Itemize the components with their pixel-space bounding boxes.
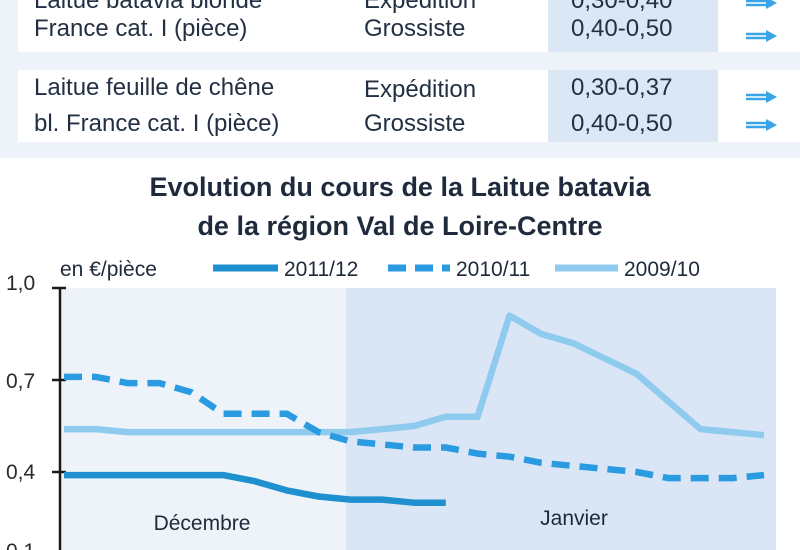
legend-label-2010-11: 2010/11 bbox=[456, 258, 530, 281]
y-axis-label: en €/pièce bbox=[60, 258, 157, 281]
right-arrow-icon bbox=[746, 91, 777, 103]
price-table: Laitue batavia blonde Expédition 0,30-0,… bbox=[0, 0, 800, 158]
table-cell-product: Laitue feuille de chêne bbox=[34, 74, 275, 101]
y-tick-label: 1,0 bbox=[6, 272, 35, 295]
legend-label-2011-12: 2011/12 bbox=[284, 258, 358, 281]
right-arrow-icon bbox=[746, 119, 777, 131]
series-line-2009-10 bbox=[64, 312, 765, 439]
chart-title-line-2: de la région Val de Loire-Centre bbox=[197, 211, 603, 241]
right-arrow-icon bbox=[746, 0, 777, 9]
table-cell-market: Grossiste bbox=[364, 110, 466, 137]
y-tick-label: 0,4 bbox=[6, 461, 36, 484]
chart-plot: 1,0 0,7 0,4 0,1 en €/pièce 2011/12 2010/… bbox=[6, 258, 776, 550]
price-column-shade bbox=[548, 0, 718, 52]
chart-title-line-1: Evolution du cours de la Laitue batavia bbox=[149, 172, 651, 202]
table-cell-price: 0,40-0,50 bbox=[571, 110, 673, 137]
price-chart: Evolution du cours de la Laitue batavia … bbox=[0, 158, 800, 550]
series-line-2011-12 bbox=[64, 471, 446, 506]
series-layer bbox=[64, 312, 765, 506]
table-cell-product: Laitue batavia blonde bbox=[34, 0, 263, 14]
price-column-shade bbox=[548, 70, 718, 142]
table-cell-market: Expédition bbox=[364, 0, 477, 14]
table-cell-market: Grossiste bbox=[364, 15, 466, 42]
table-cell-price: 0,30-0,37 bbox=[571, 74, 673, 101]
january-band bbox=[346, 288, 776, 550]
table-cell-price: 0,40-0,50 bbox=[571, 15, 673, 42]
table-cell-market: Expédition bbox=[364, 76, 477, 103]
y-tick-label: 0,7 bbox=[6, 370, 35, 393]
right-arrow-icon bbox=[746, 30, 777, 42]
table-group-feuille-de-chene bbox=[18, 70, 800, 142]
period-label-january: Janvier bbox=[540, 507, 608, 530]
table-cell-price: 0,30-0,40 bbox=[571, 0, 673, 14]
period-label-december: Décembre bbox=[154, 512, 251, 535]
table-cell-product: France cat. I (pièce) bbox=[34, 15, 248, 42]
legend-label-2009-10: 2009/10 bbox=[624, 258, 700, 281]
december-band bbox=[60, 288, 346, 550]
y-tick-label: 0,1 bbox=[6, 540, 35, 550]
table-cell-product: bl. France cat. I (pièce) bbox=[34, 110, 280, 137]
series-line-2010-11 bbox=[64, 373, 765, 482]
table-group-batavia bbox=[18, 0, 800, 52]
